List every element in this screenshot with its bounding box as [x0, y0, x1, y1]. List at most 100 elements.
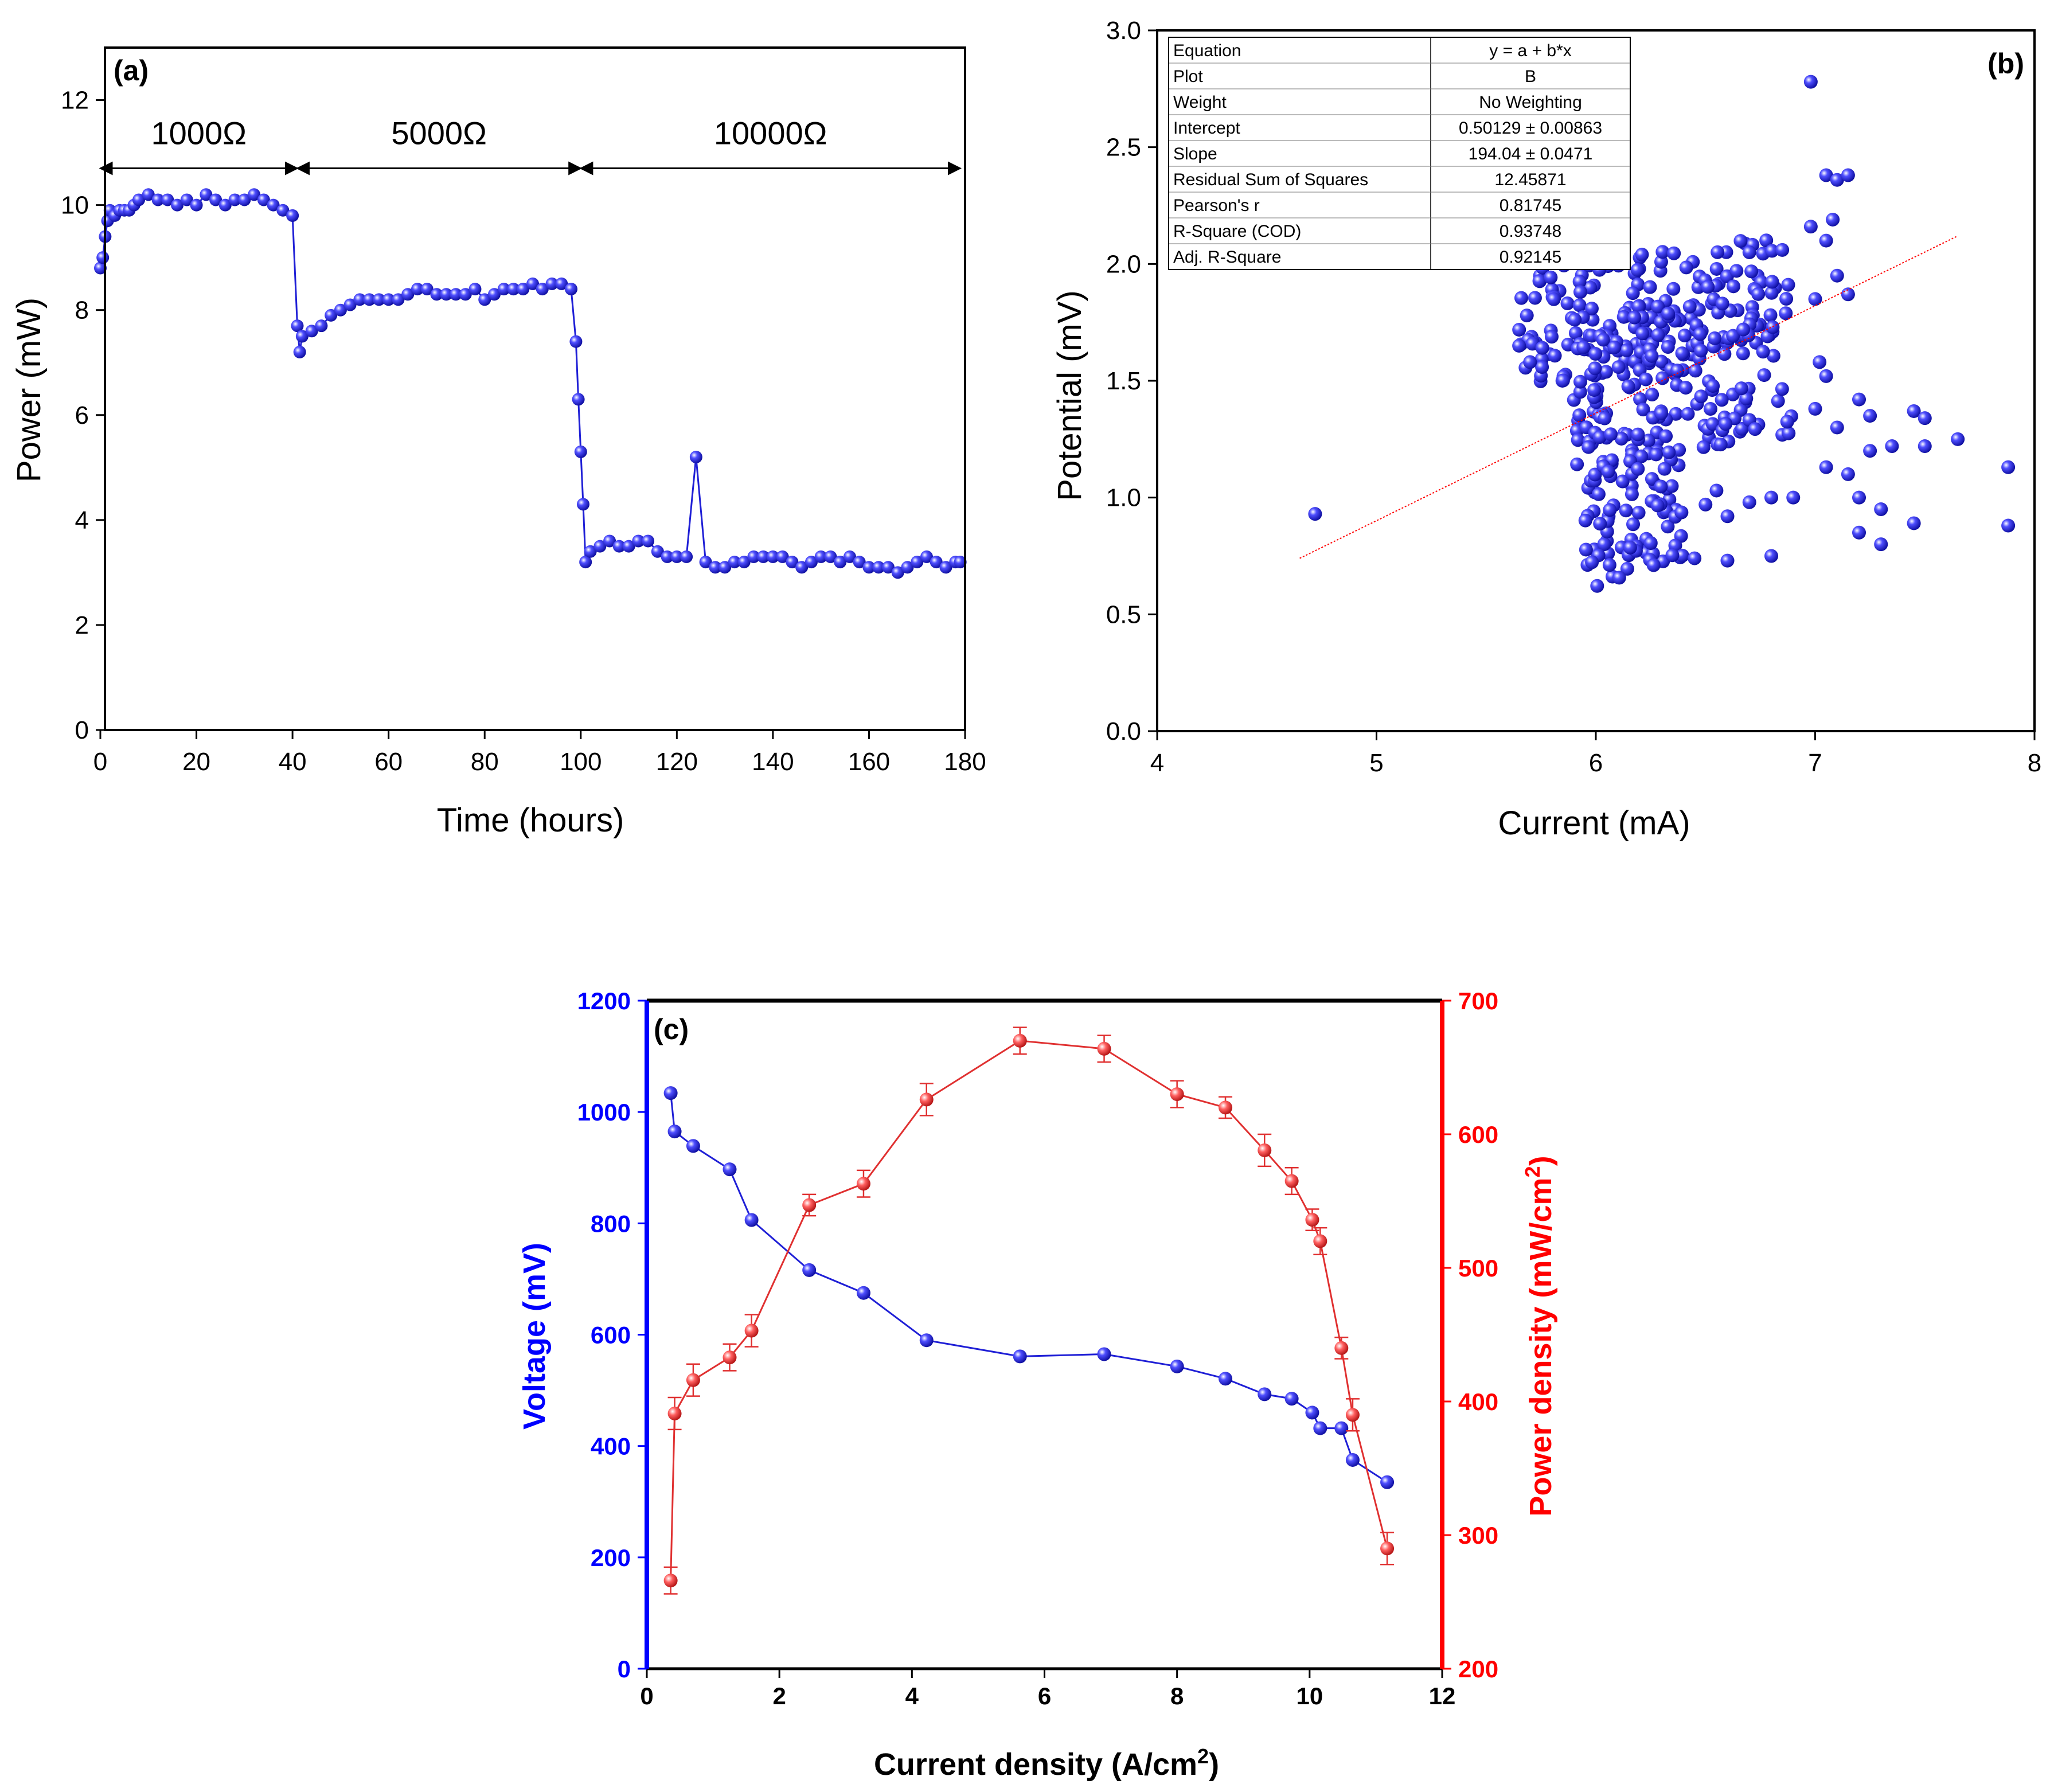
panel-c-voltage-point: [744, 1213, 759, 1227]
panel-c-series: [663, 1026, 1395, 1595]
panel-c-power-density-point: [1313, 1234, 1327, 1248]
panel-b-data-point: [1612, 571, 1626, 585]
panel-b-data-point: [1649, 447, 1663, 462]
panel-b-data-point: [1742, 245, 1756, 259]
panel-b-data-point: [1568, 313, 1582, 327]
panel-a-data-point: [334, 303, 347, 317]
panel-a-data-point: [218, 198, 232, 212]
panel-a-x-tick-label: 0: [93, 748, 107, 776]
panel-a-data-point: [612, 540, 626, 553]
panel-b-data-point: [1535, 341, 1549, 355]
panel-c-voltage-point: [667, 1125, 682, 1139]
panel-b-data-point: [1603, 503, 1617, 517]
panel-b-data-point: [1826, 212, 1840, 227]
panel-b-data-point: [1819, 233, 1833, 248]
panel-a-data-point: [680, 550, 693, 563]
panel-b-data-point: [1764, 490, 1778, 505]
panel-b-data-point: [1659, 429, 1673, 443]
panel-c-right-tick-label: 700: [1458, 987, 1498, 1014]
panel-a-data-point: [536, 283, 549, 296]
panel-a-data-point: [190, 198, 203, 212]
panel-b-y-tick-label: 3.0: [1106, 17, 1141, 45]
panel-c-power-density-point: [1097, 1041, 1111, 1056]
panel-b-data-point: [1588, 467, 1602, 482]
panel-b-stats-row-value: 12.45871: [1494, 170, 1566, 189]
panel-a-data-point: [276, 204, 290, 217]
panel-a-data-point: [786, 556, 799, 569]
panel-b-data-point: [1616, 310, 1631, 324]
panel-a-data-point: [411, 283, 424, 296]
panel-b-data-point: [1736, 322, 1751, 337]
panel-b-x-axis-label: Current (mA): [1498, 805, 1690, 842]
panel-a-data-point: [766, 550, 779, 563]
panel-a-data-point: [526, 277, 539, 290]
panel-a-data-point: [569, 335, 583, 348]
panel-a-data-point: [670, 550, 684, 563]
panel-b-y-tick-label: 2.0: [1106, 250, 1141, 278]
panel-b-data-point: [1852, 525, 1866, 540]
panel-b-data-point: [1535, 360, 1549, 374]
panel-b-data-point: [1631, 462, 1645, 476]
panel-b-data-point: [1631, 427, 1645, 442]
panel-b-data-point: [1630, 263, 1645, 277]
panel-a-y-tick-label: 0: [75, 716, 89, 744]
panel-b-data-point: [1657, 462, 1672, 476]
panel-a-data-point: [579, 556, 592, 569]
panel-b-data-point: [1666, 282, 1681, 296]
panel-a-data-point: [699, 556, 712, 569]
panel-b-data-point: [1907, 404, 1921, 418]
panel-b-data-point: [1763, 308, 1778, 322]
panel-b-data-point: [1830, 268, 1844, 283]
panel-b-data-point: [1607, 340, 1622, 354]
panel-b-data-point: [1694, 343, 1708, 358]
panel-b-data-point: [1626, 286, 1640, 300]
panel-b-stats-row-label: Intercept: [1173, 119, 1240, 138]
panel-b-data-point: [1598, 411, 1612, 425]
panel-b-data-point: [1661, 306, 1676, 321]
panel-b-data-point: [1698, 497, 1713, 512]
panel-a-x-tick-label: 20: [182, 748, 210, 776]
panel-b-data-point: [1528, 291, 1542, 305]
panel-a-x-tick-label: 60: [374, 748, 403, 776]
panel-b-data-point: [1918, 411, 1932, 425]
panel-b-x-tick-label: 4: [1150, 749, 1164, 777]
panel-b-data-point: [1581, 440, 1596, 454]
panel-c-voltage-point: [1380, 1475, 1395, 1489]
panel-b-data-point: [2001, 518, 2016, 533]
panel-b-data-point: [1602, 558, 1616, 572]
panel-b-data-point: [1651, 327, 1665, 342]
panel-a-data-point: [718, 561, 732, 574]
panel-b-data-point: [1623, 540, 1637, 555]
panel-a-data-point: [574, 445, 587, 458]
panel-b-data-point: [1544, 330, 1559, 344]
panel-c-right-tick-label: 200: [1458, 1656, 1498, 1682]
panel-b-data-point: [1688, 364, 1702, 378]
panel-b-stats-row-value: y = a + b*x: [1489, 41, 1571, 60]
panel-b-data-point: [1677, 329, 1692, 343]
panel-c-power-density-point: [856, 1177, 870, 1191]
panel-a-data-point: [517, 283, 530, 296]
panel-b-data-point: [1715, 393, 1729, 407]
panel-a-data-point: [834, 556, 847, 569]
panel-c-left-ticks: 0 200 400 600 800 1000 1200: [577, 987, 647, 1682]
panel-b-data-point: [1621, 379, 1635, 393]
panel-a-data-point: [901, 561, 914, 574]
panel-c-power-density-point: [1345, 1408, 1360, 1422]
panel-c-x-tick-label: 12: [1429, 1682, 1456, 1709]
panel-a-data-point: [200, 188, 213, 201]
panel-b-data-point: [1709, 483, 1724, 498]
panel-b-data-point: [1627, 310, 1642, 325]
panel-c-label: (c): [654, 1013, 689, 1045]
panel-a-plot-frame: [104, 46, 966, 731]
panel-c-x-tick-label: 8: [1170, 1682, 1184, 1709]
panel-a-data-point: [661, 550, 674, 563]
panel-b-data-point: [1665, 548, 1680, 563]
panel-c-power-density-point: [1334, 1341, 1349, 1355]
panel-c-power-density-point: [1284, 1174, 1299, 1188]
panel-c-voltage-point: [1170, 1359, 1184, 1373]
panel-a-data-point: [545, 277, 559, 290]
panel-b-data-point: [1514, 291, 1529, 305]
panel-b-data-point: [1711, 245, 1725, 259]
panel-a-data-point: [478, 293, 491, 306]
